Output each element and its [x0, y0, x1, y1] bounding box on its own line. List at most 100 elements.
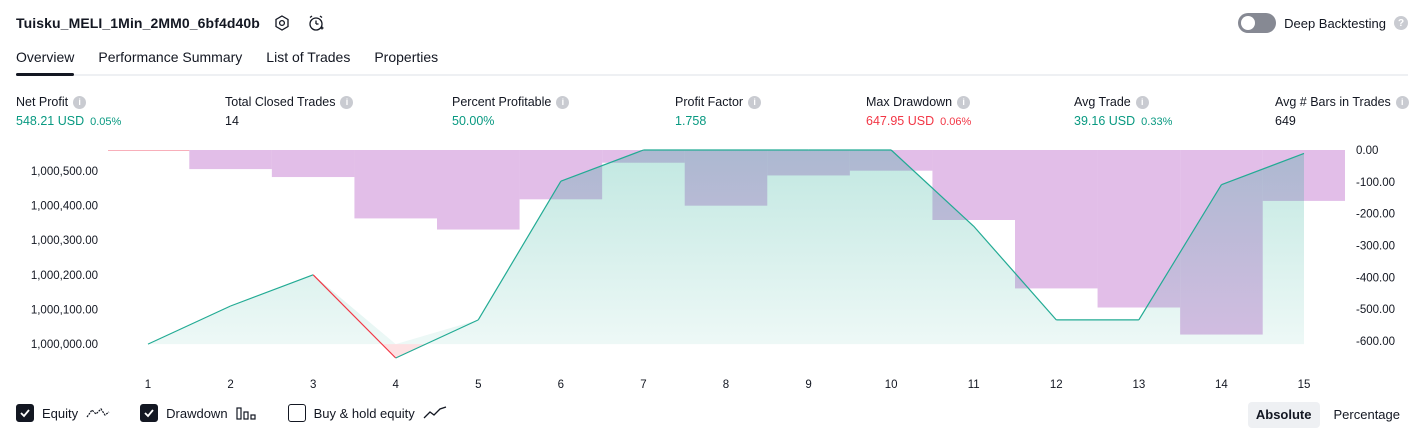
legend-buy-hold[interactable]: Buy & hold equity: [287, 404, 447, 422]
metric-label: Total Closed Trades: [225, 95, 336, 109]
drawdown-checkbox[interactable]: [140, 404, 159, 422]
equity-line-icon: [86, 408, 110, 418]
metric-label: Profit Factor: [675, 95, 744, 109]
equity-line-segment: [1138, 184, 1222, 321]
buy-hold-checkbox[interactable]: [287, 404, 306, 422]
x-axis-tick: 11: [968, 379, 980, 391]
x-axis-tick: 6: [558, 379, 564, 391]
report-tabs: Overview Performance Summary List of Tra…: [16, 48, 1408, 76]
drawdown-bar: [271, 150, 355, 178]
metric-label: Percent Profitable: [452, 95, 552, 109]
metric-value: 647.95 USD: [866, 114, 935, 128]
x-axis-tick: 13: [1132, 379, 1145, 391]
strategy-header: Tuisku_MELI_1Min_2MM0_6bf4d40b: [16, 12, 328, 34]
chart-legend: Equity Drawdown Buy & hold equity: [16, 404, 447, 422]
x-axis-tick: 7: [640, 379, 646, 391]
x-axis-tick: 8: [723, 379, 729, 391]
right-axis-tick: -100.00: [1356, 177, 1395, 189]
metric-label: Avg Trade: [1074, 95, 1131, 109]
equity-drawdown-chart[interactable]: 1,000,500.00 1,000,400.00 1,000,300.00 1,00…: [0, 140, 1424, 400]
metric-max-drawdown: Max Drawdown i 647.95 USD 0.06%: [866, 94, 971, 128]
metric-value: 1.758: [675, 114, 707, 128]
metric-value: 50.00%: [452, 114, 495, 128]
drawdown-bars-icon: [235, 407, 256, 420]
info-icon[interactable]: i: [73, 95, 87, 109]
equity-line-segment: [230, 274, 314, 307]
alert-clock-icon[interactable]: [304, 12, 328, 34]
x-axis-tick: 9: [805, 379, 811, 391]
tab-performance-summary[interactable]: Performance Summary: [98, 49, 243, 65]
metric-net-profit: Net Profit i 548.21 USD 0.05%: [16, 94, 121, 128]
left-axis-tick: 1,000,000.00: [31, 339, 98, 351]
equity-line-segment: [1221, 152, 1305, 186]
legend-drawdown-label: Drawdown: [166, 405, 228, 421]
x-axis-tick: 3: [310, 379, 316, 391]
info-icon[interactable]: i: [748, 95, 762, 109]
metric-pct: 0.06%: [940, 116, 972, 128]
info-icon[interactable]: i: [340, 95, 354, 109]
equity-line-segment: [312, 274, 397, 359]
equity-line-segment: [560, 149, 644, 182]
legend-equity[interactable]: Equity: [16, 404, 110, 422]
settings-icon[interactable]: [270, 12, 294, 34]
percentage-button[interactable]: Percentage: [1333, 407, 1401, 422]
legend-equity-label: Equity: [42, 405, 79, 421]
metric-value: 548.21 USD: [16, 114, 85, 128]
x-axis-tick: 10: [885, 379, 898, 391]
info-icon[interactable]: i: [1395, 95, 1409, 109]
help-icon[interactable]: ?: [1394, 16, 1408, 30]
tab-overview[interactable]: Overview: [16, 48, 75, 76]
x-axis-tick: 2: [227, 379, 233, 391]
right-axis-tick: -300.00: [1356, 240, 1395, 252]
equity-line-segment: [477, 180, 562, 321]
legend-drawdown[interactable]: Drawdown: [140, 404, 257, 422]
x-axis-tick: 5: [475, 379, 481, 391]
metric-profit-factor: Profit Factor i 1.758: [675, 94, 762, 128]
drawdown-bar: [354, 150, 437, 219]
drawdown-bar: [1015, 150, 1098, 289]
metric-avg-trade: Avg Trade i 39.16 USD 0.33%: [1074, 94, 1172, 128]
left-axis-tick: 1,000,400.00: [31, 200, 98, 212]
info-icon[interactable]: i: [957, 95, 971, 109]
metric-percent-profitable: Percent Profitable i 50.00%: [452, 94, 570, 128]
left-axis-tick: 1,000,500.00: [31, 166, 98, 178]
right-axis-tick: -500.00: [1356, 304, 1395, 316]
equity-line-segment: [973, 225, 1057, 321]
equity-area: [148, 150, 1304, 345]
metric-pct: 0.33%: [1141, 116, 1173, 128]
x-axis-tick: 14: [1215, 379, 1228, 391]
equity-checkbox[interactable]: [16, 404, 34, 422]
metric-total-closed-trades: Total Closed Trades i 14: [225, 94, 354, 128]
x-axis-tick: 1: [145, 379, 151, 391]
x-axis-tick: 12: [1050, 379, 1063, 391]
metric-value: 14: [225, 114, 239, 128]
drawdown-bar: [108, 150, 190, 151]
right-axis-tick: -200.00: [1356, 209, 1395, 221]
strategy-title: Tuisku_MELI_1Min_2MM0_6bf4d40b: [16, 15, 260, 31]
info-icon[interactable]: i: [1135, 95, 1149, 109]
metric-label: Max Drawdown: [866, 95, 953, 109]
metric-value: 39.16 USD: [1074, 114, 1136, 128]
right-axis-tick: 0.00: [1356, 145, 1378, 157]
metric-avg-bars-in-trades: Avg # Bars in Trades i 649: [1275, 94, 1409, 128]
equity-line-segment: [147, 305, 231, 345]
equity-line-segment: [395, 319, 479, 359]
absolute-button[interactable]: Absolute: [1247, 402, 1320, 428]
right-axis-tick: -600.00: [1356, 336, 1395, 348]
deep-backtesting-toggle[interactable]: [1238, 13, 1277, 33]
scale-mode-switch: Absolute Percentage: [1247, 402, 1408, 428]
x-axis-tick: 15: [1298, 379, 1311, 391]
buy-hold-line-icon: [423, 406, 446, 419]
legend-buy-hold-label: Buy & hold equity: [313, 405, 415, 421]
deep-backtesting: Deep Backtesting ?: [1238, 13, 1408, 33]
tab-properties[interactable]: Properties: [374, 49, 439, 65]
metric-pct: 0.05%: [90, 116, 122, 128]
info-icon[interactable]: i: [556, 95, 570, 109]
left-axis-tick: 1,000,200.00: [31, 270, 98, 282]
toggle-knob: [1241, 16, 1256, 30]
right-axis-tick: -400.00: [1356, 272, 1395, 284]
x-axis-tick: 4: [393, 379, 400, 391]
equity-line-segment: [890, 149, 975, 227]
metric-value: 649: [1275, 114, 1296, 128]
tab-list-of-trades[interactable]: List of Trades: [266, 49, 351, 65]
